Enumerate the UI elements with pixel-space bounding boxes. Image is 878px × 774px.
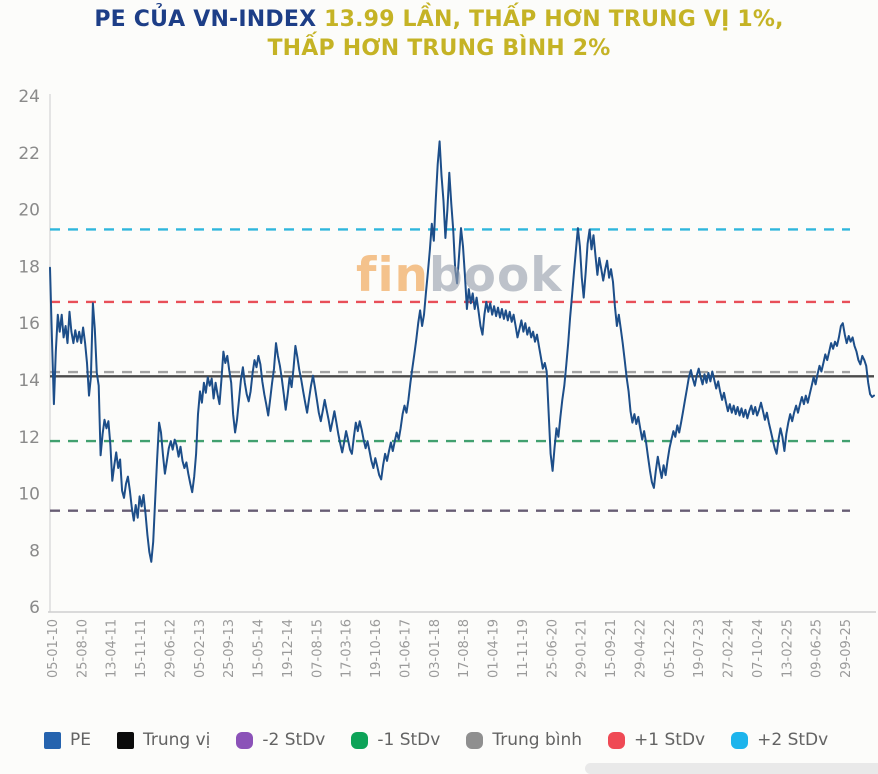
legend-marker (117, 731, 134, 749)
y-tick-label: 18 (18, 257, 40, 277)
y-tick-label: 20 (18, 201, 40, 221)
x-tick-label: 05-02-13 (193, 619, 208, 678)
x-tick-label: 19-10-16 (369, 619, 384, 678)
y-tick-label: 14 (18, 371, 40, 391)
y-tick-label: 10 (18, 485, 40, 505)
chart-title-highlight-1: 13.99 LẦN, THẤP HƠN TRUNG VỊ 1%, (316, 7, 784, 32)
x-tick-label: 13-02-25 (780, 619, 795, 678)
x-tick-label: 07-08-15 (310, 619, 325, 678)
legend-label: -2 StDv (262, 730, 326, 750)
x-tick-label: 15-11-11 (134, 619, 149, 678)
x-tick-label: 25-06-20 (545, 619, 560, 678)
x-tick-label: 05-01-10 (46, 619, 61, 678)
x-tick-label: 29-04-22 (633, 619, 648, 678)
x-tick-label: 25-09-13 (222, 619, 237, 678)
y-tick-label: 24 (18, 87, 40, 107)
chart-title-index-name: PE CỦA VN-INDEX (94, 7, 317, 32)
legend-item-+1-stdv: +1 StDv (608, 730, 705, 750)
x-tick-label: 11-11-19 (516, 619, 531, 678)
x-tick-label: 19-07-23 (692, 619, 707, 678)
y-tick-label: 12 (18, 428, 40, 448)
x-tick-label: 15-05-14 (252, 619, 267, 678)
chart-title-highlight-2: THẤP HƠN TRUNG BÌNH 2% (267, 36, 611, 61)
legend-item--2-stdv: -2 StDv (236, 730, 325, 750)
legend-item-+2-stdv: +2 StDv (731, 730, 828, 750)
legend-marker (236, 731, 254, 749)
x-tick-label: 01-06-17 (398, 619, 413, 678)
legend-item--1-stdv: -1 StDv (351, 730, 440, 750)
y-tick-label: 6 (29, 598, 40, 618)
x-tick-label: 25-08-10 (75, 619, 90, 678)
chart-title-line2: THẤP HƠN TRUNG BÌNH 2% (0, 34, 878, 63)
progress-strip (585, 763, 878, 774)
y-tick-label: 16 (18, 314, 40, 334)
legend-label: Trung bình (492, 730, 583, 750)
legend-marker (44, 731, 61, 749)
legend-item-pe: PE (44, 730, 91, 750)
legend-item-trung-bình: Trung bình (466, 730, 582, 750)
legend-marker (608, 731, 626, 749)
x-tick-label: 09-06-25 (810, 619, 825, 678)
x-tick-label: 07-10-24 (751, 619, 766, 678)
legend-label: Trung vị (143, 730, 211, 750)
x-tick-label: 27-02-24 (722, 619, 737, 678)
chart-legend: PE Trung vị -2 StDv -1 StDv Trung bình +1 StD… (44, 730, 828, 750)
x-tick-label: 13-04-11 (105, 619, 120, 678)
legend-marker (351, 731, 369, 749)
pe-series-line (49, 140, 875, 563)
chart-title: PE CỦA VN-INDEX 13.99 LẦN, THẤP HƠN TRUN… (0, 5, 878, 63)
x-tick-label: 01-04-19 (487, 619, 502, 678)
x-tick-label: 05-12-22 (663, 619, 678, 678)
legend-label: +1 StDv (634, 730, 706, 750)
y-tick-label: 8 (29, 541, 40, 561)
x-tick-label: 19-12-14 (281, 619, 296, 678)
legend-marker (466, 731, 484, 749)
x-tick-label: 17-08-18 (457, 619, 472, 678)
y-tick-label: 22 (18, 144, 40, 164)
x-tick-label: 29-01-21 (575, 619, 590, 678)
x-tick-label: 17-03-16 (340, 619, 355, 678)
legend-label: PE (70, 730, 91, 750)
x-tick-label: 29-09-25 (839, 619, 854, 678)
x-tick-label: 15-09-21 (604, 619, 619, 678)
legend-label: +2 StDv (757, 730, 829, 750)
legend-item-trung-vị: Trung vị (117, 730, 210, 750)
x-tick-label: 03-01-18 (428, 619, 443, 678)
legend-label: -1 StDv (377, 730, 441, 750)
legend-marker (731, 731, 749, 749)
x-tick-label: 29-06-12 (163, 619, 178, 678)
chart-title-line1: PE CỦA VN-INDEX 13.99 LẦN, THẤP HƠN TRUN… (0, 5, 878, 34)
